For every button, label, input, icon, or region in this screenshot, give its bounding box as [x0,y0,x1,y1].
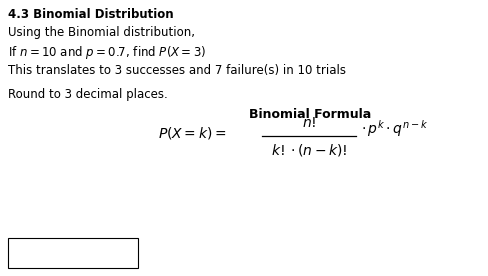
Text: If $n = 10$ and $p = 0.7$, find $P(X = 3)$: If $n = 10$ and $p = 0.7$, find $P(X = 3… [8,44,206,61]
Text: 4.3 Binomial Distribution: 4.3 Binomial Distribution [8,8,173,21]
FancyBboxPatch shape [8,238,138,268]
Text: This translates to 3 successes and 7 failure(s) in 10 trials: This translates to 3 successes and 7 fai… [8,64,346,77]
Text: Binomial Formula: Binomial Formula [248,108,370,121]
Text: $\cdot\, p^k \cdot q^{n-k}$: $\cdot\, p^k \cdot q^{n-k}$ [360,119,427,139]
Text: $k! \cdot (n - k)!$: $k! \cdot (n - k)!$ [270,142,346,158]
Text: Using the Binomial distribution,: Using the Binomial distribution, [8,26,195,39]
Text: $n!$: $n!$ [301,116,316,130]
Text: $P(X = k) =$: $P(X = k) =$ [158,125,226,141]
Text: Round to 3 decimal places.: Round to 3 decimal places. [8,88,167,101]
